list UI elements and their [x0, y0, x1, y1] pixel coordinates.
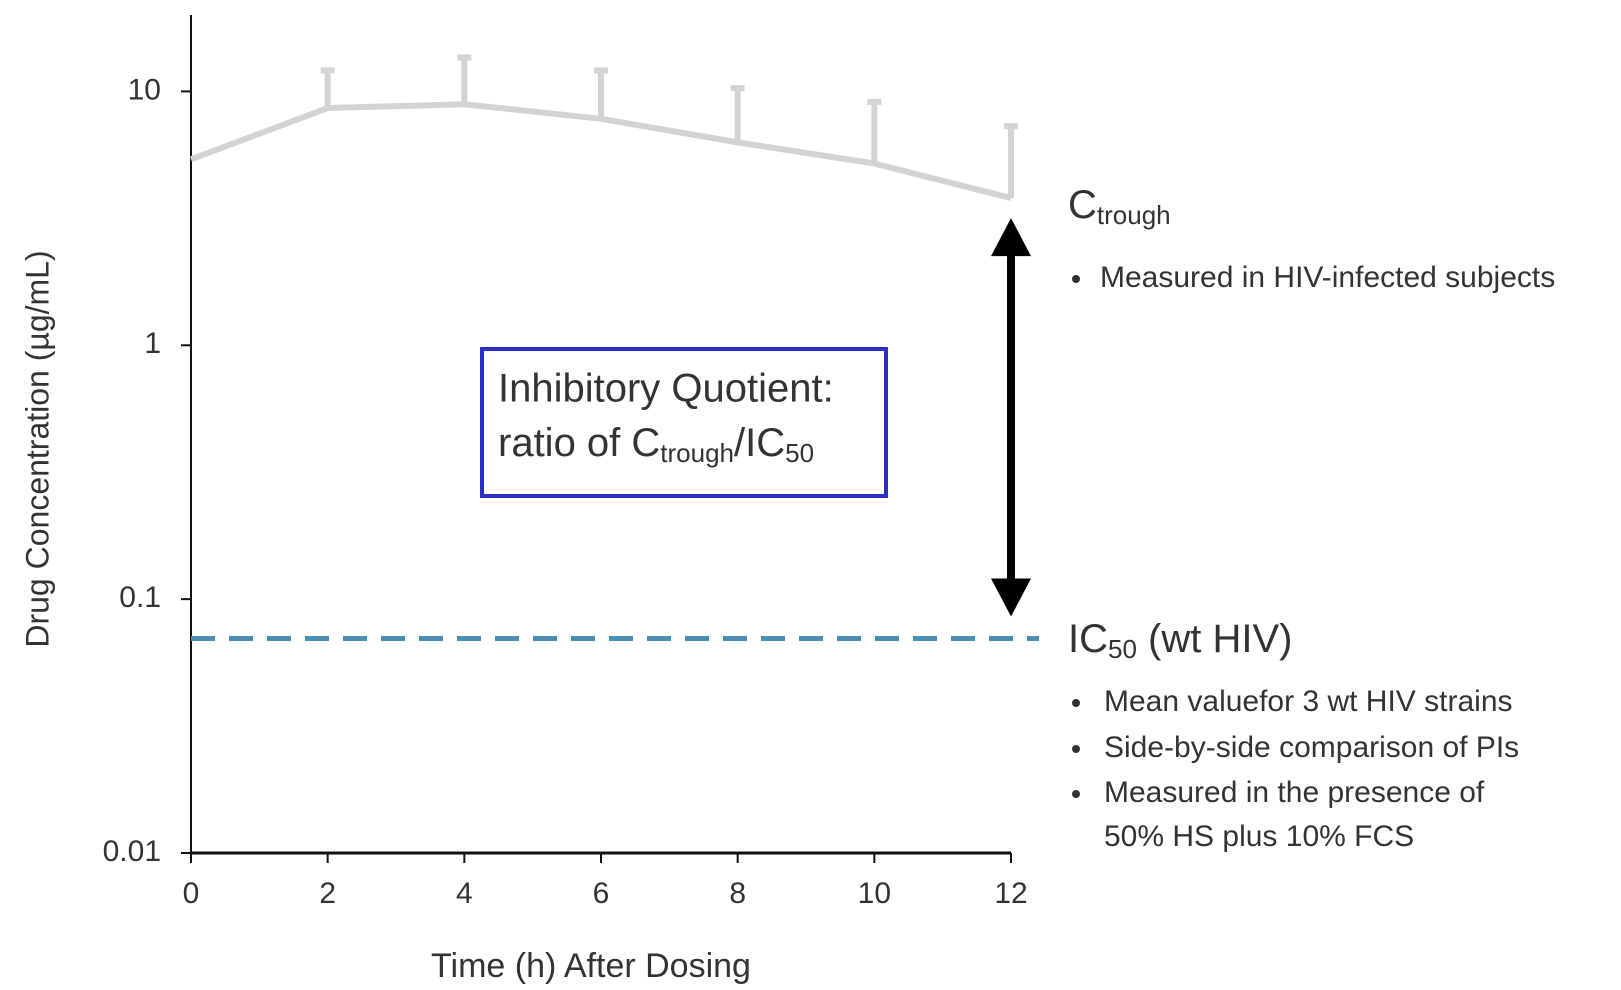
x-tick-label: 12	[994, 877, 1027, 910]
subscript: 50	[1108, 634, 1137, 664]
bullet	[1072, 790, 1080, 798]
y-tick-label: 10	[128, 73, 161, 106]
subscript: 50	[785, 438, 814, 468]
ctrough-label: Ctrough	[1068, 183, 1171, 230]
y-tick-label: 0.01	[103, 835, 161, 868]
error-bar	[867, 98, 882, 164]
x-tick-label: 4	[456, 877, 473, 910]
subscript: trough	[660, 438, 734, 468]
text-part: IC	[1068, 617, 1108, 661]
bullet	[1072, 699, 1080, 707]
y-axis-title: Drug Concentration (µg/mL)	[19, 250, 55, 647]
iq-box-line: ratio of Ctrough/IC50	[498, 421, 814, 468]
bullet-text: 50% HS plus 10% FCS	[1104, 820, 1414, 853]
text-part: (wt HIV)	[1137, 617, 1293, 661]
text-part: /IC	[734, 421, 785, 465]
text-part: C	[1068, 183, 1097, 227]
x-tick-label: 10	[858, 877, 891, 910]
error-bar	[1004, 123, 1018, 199]
error-bar	[320, 67, 335, 109]
bullet-text: Measured in the presence of	[1104, 776, 1485, 809]
subscript: trough	[1097, 200, 1171, 230]
bullet	[1072, 275, 1080, 283]
bullet-text: Side-by-side comparison of PIs	[1104, 731, 1519, 764]
arrow-head	[991, 218, 1031, 257]
x-tick-label: 6	[593, 877, 610, 910]
ic50-label: IC50 (wt HIV)	[1068, 617, 1292, 664]
x-tick-label: 2	[319, 877, 336, 910]
error-bar	[594, 67, 608, 119]
text-part: ratio of C	[498, 421, 660, 465]
y-tick-label: 0.1	[119, 581, 161, 614]
x-tick-label: 8	[729, 877, 746, 910]
bullet-text: Measured in HIV-infected subjects	[1100, 261, 1555, 294]
error-bar	[730, 85, 745, 143]
data-line	[189, 101, 1012, 202]
arrow-head	[991, 578, 1031, 617]
error-bar	[457, 54, 472, 105]
x-axis-title: Time (h) After Dosing	[431, 947, 751, 985]
x-tick-label: 0	[183, 877, 200, 910]
y-tick-label: 1	[144, 327, 161, 360]
bullet-text: Mean valuefor 3 wt HIV strains	[1104, 685, 1513, 718]
iq-box-line: Inhibitory Quotient:	[498, 367, 834, 411]
iq-box	[480, 347, 888, 498]
bullet	[1072, 745, 1080, 753]
